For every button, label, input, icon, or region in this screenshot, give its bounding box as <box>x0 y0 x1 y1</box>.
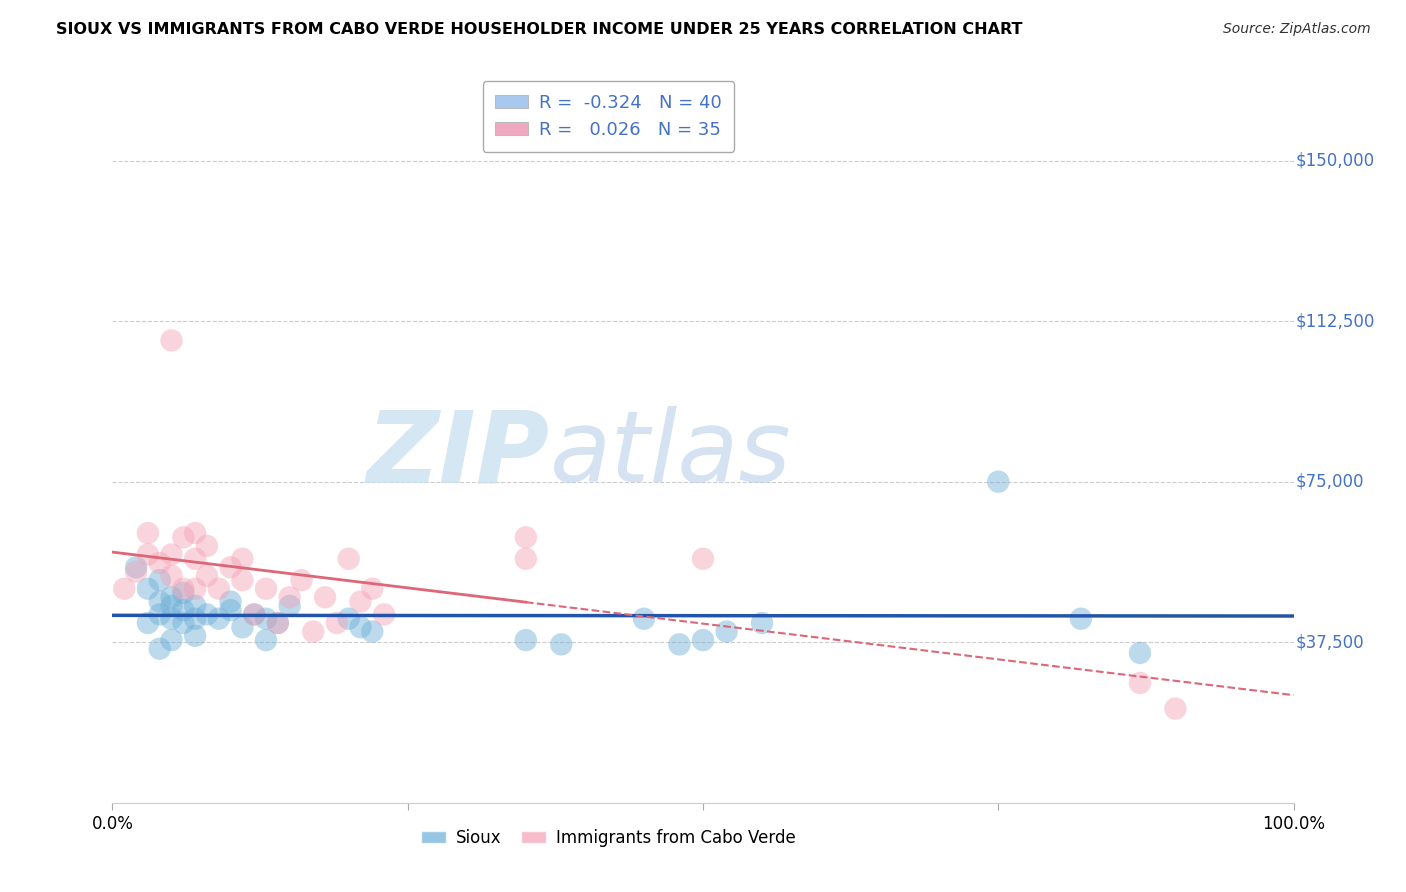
Point <box>515 530 537 544</box>
Point <box>515 633 537 648</box>
Point <box>172 530 194 544</box>
Point <box>149 641 172 656</box>
Point <box>149 556 172 570</box>
Point <box>1129 646 1152 660</box>
Text: SIOUX VS IMMIGRANTS FROM CABO VERDE HOUSEHOLDER INCOME UNDER 25 YEARS CORRELATIO: SIOUX VS IMMIGRANTS FROM CABO VERDE HOUS… <box>56 22 1022 37</box>
Point <box>184 599 207 613</box>
Point <box>243 607 266 622</box>
Point <box>208 612 231 626</box>
Point <box>112 582 135 596</box>
Point <box>160 591 183 605</box>
Text: $150,000: $150,000 <box>1296 152 1375 169</box>
Point <box>184 612 207 626</box>
Point <box>195 569 218 583</box>
Point <box>278 591 301 605</box>
Point <box>125 560 148 574</box>
Text: $37,500: $37,500 <box>1296 633 1364 651</box>
Point <box>349 594 371 608</box>
Point <box>160 612 183 626</box>
Point <box>160 334 183 348</box>
Point <box>254 633 277 648</box>
Point <box>692 551 714 566</box>
Point <box>302 624 325 639</box>
Point <box>987 475 1010 489</box>
Point <box>160 633 183 648</box>
Point <box>160 548 183 562</box>
Point <box>314 591 336 605</box>
Point <box>231 620 253 634</box>
Point <box>125 565 148 579</box>
Point <box>751 615 773 630</box>
Point <box>172 582 194 596</box>
Point <box>326 615 349 630</box>
Point <box>149 607 172 622</box>
Point <box>254 582 277 596</box>
Point <box>149 573 172 587</box>
Legend: Sioux, Immigrants from Cabo Verde: Sioux, Immigrants from Cabo Verde <box>415 822 803 854</box>
Point <box>231 551 253 566</box>
Text: atlas: atlas <box>550 407 792 503</box>
Point <box>195 539 218 553</box>
Point <box>136 548 159 562</box>
Point <box>1070 612 1092 626</box>
Point <box>219 560 242 574</box>
Point <box>136 582 159 596</box>
Point <box>219 594 242 608</box>
Point <box>290 573 312 587</box>
Point <box>267 615 290 630</box>
Text: $75,000: $75,000 <box>1296 473 1364 491</box>
Point <box>184 582 207 596</box>
Text: ZIP: ZIP <box>367 407 550 503</box>
Point <box>231 573 253 587</box>
Point <box>267 615 290 630</box>
Point <box>208 582 231 596</box>
Point <box>361 624 384 639</box>
Text: $112,500: $112,500 <box>1296 312 1375 330</box>
Point <box>172 615 194 630</box>
Point <box>278 599 301 613</box>
Point <box>243 607 266 622</box>
Point <box>668 637 690 651</box>
Point <box>361 582 384 596</box>
Point <box>633 612 655 626</box>
Point <box>184 526 207 541</box>
Point <box>172 603 194 617</box>
Point <box>219 603 242 617</box>
Point <box>1129 676 1152 690</box>
Point <box>160 599 183 613</box>
Point <box>515 551 537 566</box>
Point <box>716 624 738 639</box>
Point <box>149 594 172 608</box>
Point <box>337 612 360 626</box>
Text: Source: ZipAtlas.com: Source: ZipAtlas.com <box>1223 22 1371 37</box>
Point <box>195 607 218 622</box>
Point <box>1164 701 1187 715</box>
Point <box>692 633 714 648</box>
Point <box>254 612 277 626</box>
Point <box>373 607 395 622</box>
Point <box>550 637 572 651</box>
Point <box>160 569 183 583</box>
Point <box>184 629 207 643</box>
Point <box>349 620 371 634</box>
Point <box>136 615 159 630</box>
Point <box>184 551 207 566</box>
Point <box>136 526 159 541</box>
Point <box>172 586 194 600</box>
Point <box>337 551 360 566</box>
